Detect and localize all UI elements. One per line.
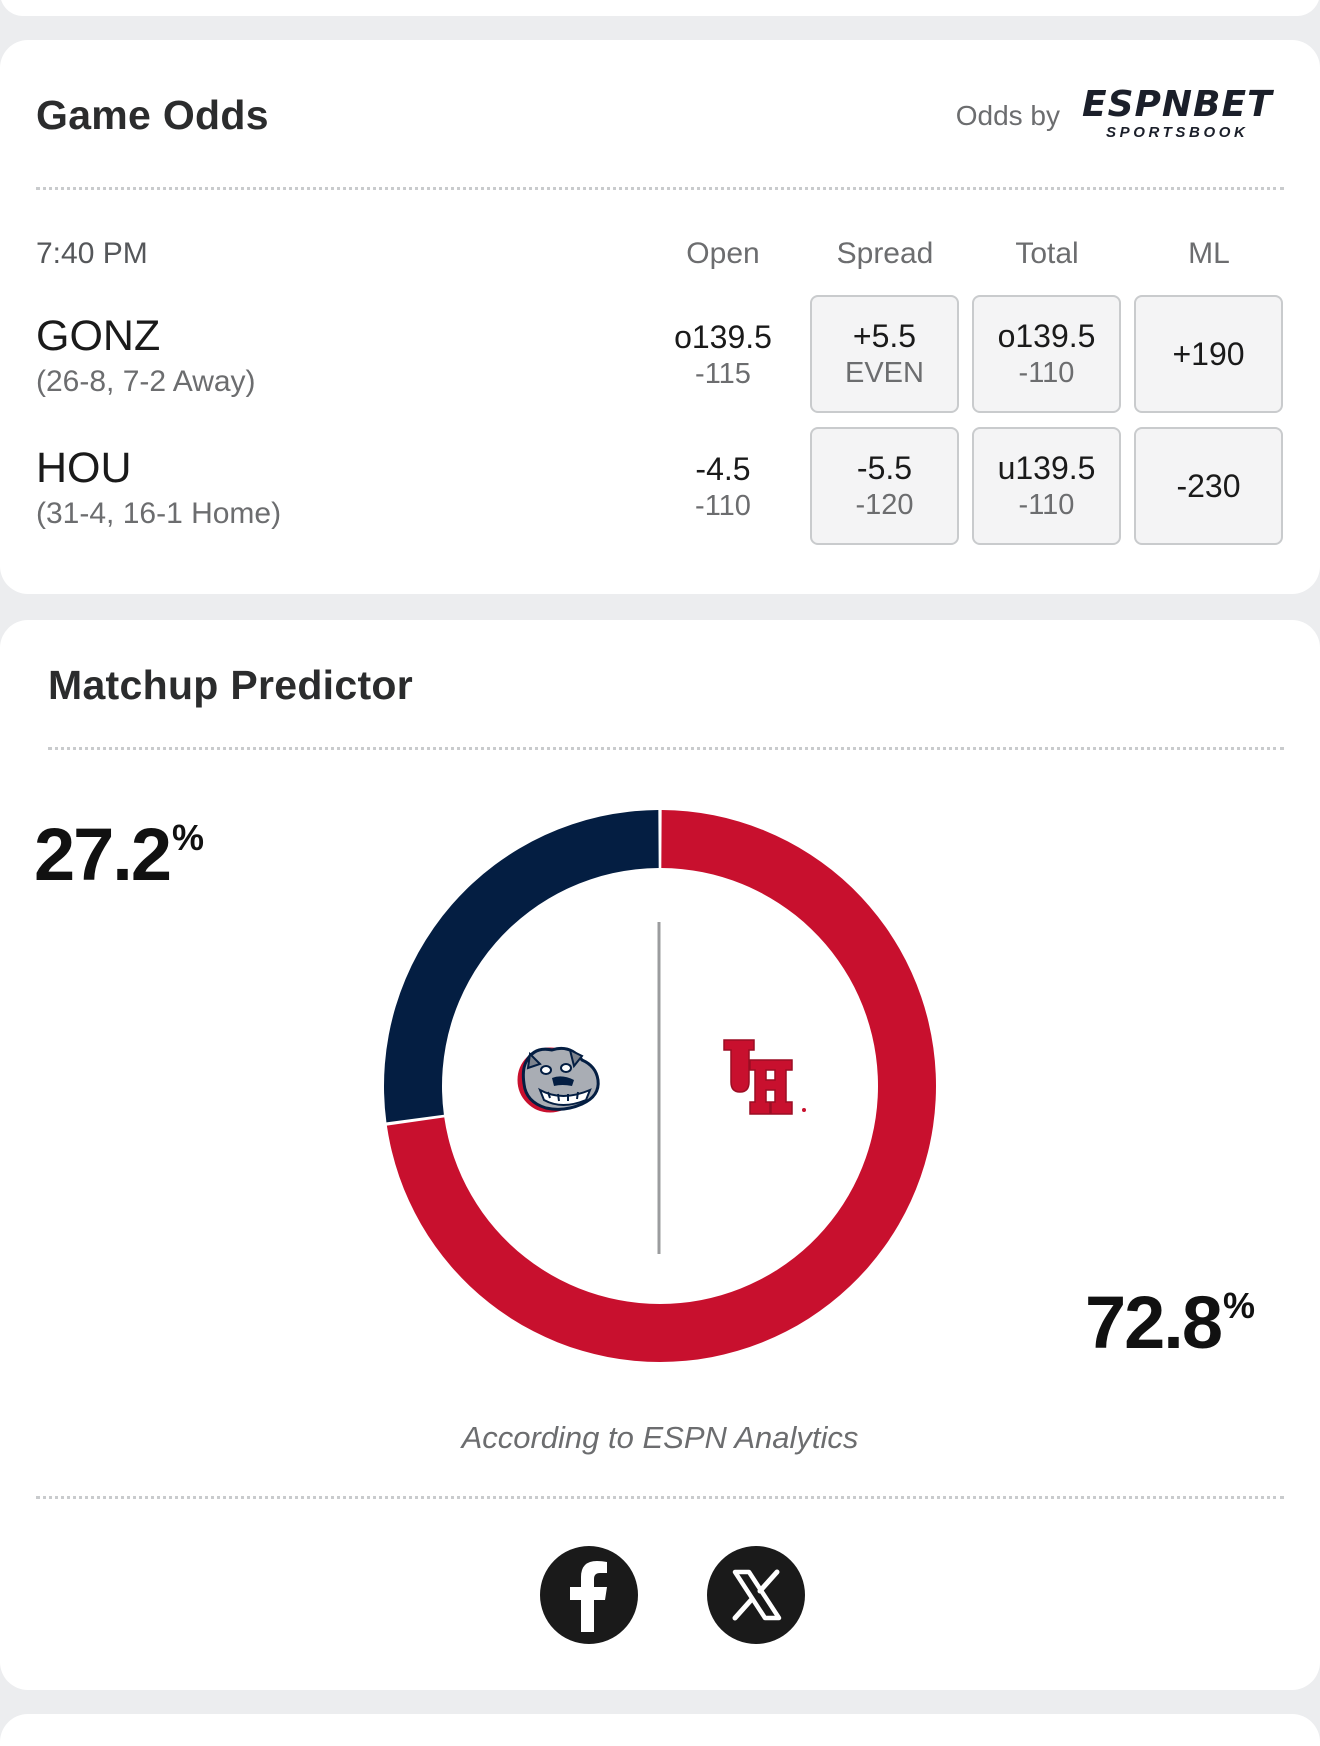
open-line: -4.5 (695, 451, 751, 487)
gonzaga-bulldog-logo[interactable] (512, 1040, 604, 1116)
team-record-home: (31-4, 16-1 Home) (36, 497, 282, 530)
predictor-divider (48, 747, 1284, 750)
matchup-predictor-title: Matchup Predictor (48, 662, 414, 708)
spread-bet-away[interactable]: +5.5 EVEN (810, 295, 959, 413)
home-pct-value: 72.8 (1085, 1281, 1223, 1364)
donut-slice-gonz (384, 810, 659, 1123)
total-line: o139.5 (997, 318, 1096, 354)
total-price: -110 (1018, 357, 1075, 389)
facebook-share-button[interactable] (540, 1546, 638, 1644)
donut-slices (384, 810, 937, 1362)
odds-divider (36, 187, 1284, 190)
x-share-button[interactable] (707, 1546, 805, 1644)
spread-bet-home[interactable]: -5.5 -120 (810, 427, 959, 545)
away-win-probability: 27.2% (34, 812, 204, 897)
espn-analytics-attribution: According to ESPN Analytics (461, 1420, 859, 1455)
column-header-total: Total (1015, 237, 1079, 270)
next-card (0, 1714, 1320, 1746)
team-abbr-away[interactable]: GONZ (36, 312, 161, 360)
column-header-open: Open (686, 237, 760, 270)
column-header-ml: ML (1188, 237, 1230, 270)
spread-line: +5.5 (852, 318, 917, 354)
win-probability-donut (384, 810, 937, 1362)
total-line: u139.5 (997, 450, 1096, 486)
game-odds-title: Game Odds (36, 92, 269, 138)
game-time: 7:40 PM (36, 237, 148, 270)
moneyline-bet-home[interactable]: -230 (1134, 427, 1283, 545)
houston-uh-logo[interactable] (722, 1038, 812, 1116)
share-divider (36, 1496, 1284, 1499)
column-header-spread: Spread (836, 237, 934, 270)
spread-line: -5.5 (856, 450, 913, 486)
open-price: -115 (695, 358, 751, 390)
previous-card (0, 0, 1320, 16)
percent-sign: % (1223, 1285, 1256, 1326)
team-abbr-home[interactable]: HOU (36, 444, 132, 492)
home-win-probability: 72.8% (1085, 1280, 1255, 1365)
espn-bet-wordmark: ESPNBET (1082, 84, 1273, 125)
total-bet-away[interactable]: o139.5 -110 (972, 295, 1121, 413)
open-price: -110 (695, 490, 751, 522)
odds-by-label: Odds by (955, 100, 1060, 131)
total-price: -110 (1018, 489, 1075, 521)
moneyline-value: -230 (1176, 468, 1241, 504)
percent-sign: % (172, 817, 205, 858)
facebook-icon (570, 1561, 607, 1632)
spread-price: EVEN (845, 357, 924, 389)
moneyline-value: +190 (1172, 336, 1245, 372)
moneyline-bet-away[interactable]: +190 (1134, 295, 1283, 413)
open-odds-home: -4.5 -110 (648, 450, 798, 524)
total-bet-home[interactable]: u139.5 -110 (972, 427, 1121, 545)
sportsbook-wordmark: SPORTSBOOK (1106, 124, 1249, 141)
open-odds-away: o139.5 -115 (648, 318, 798, 392)
team-record-away: (26-8, 7-2 Away) (36, 365, 256, 398)
x-icon (732, 1569, 782, 1621)
open-line: o139.5 (674, 319, 772, 355)
away-pct-value: 27.2 (34, 813, 172, 896)
spread-price: -120 (855, 489, 914, 521)
espn-bet-logo[interactable]: ESPNBET SPORTSBOOK (1082, 84, 1282, 142)
